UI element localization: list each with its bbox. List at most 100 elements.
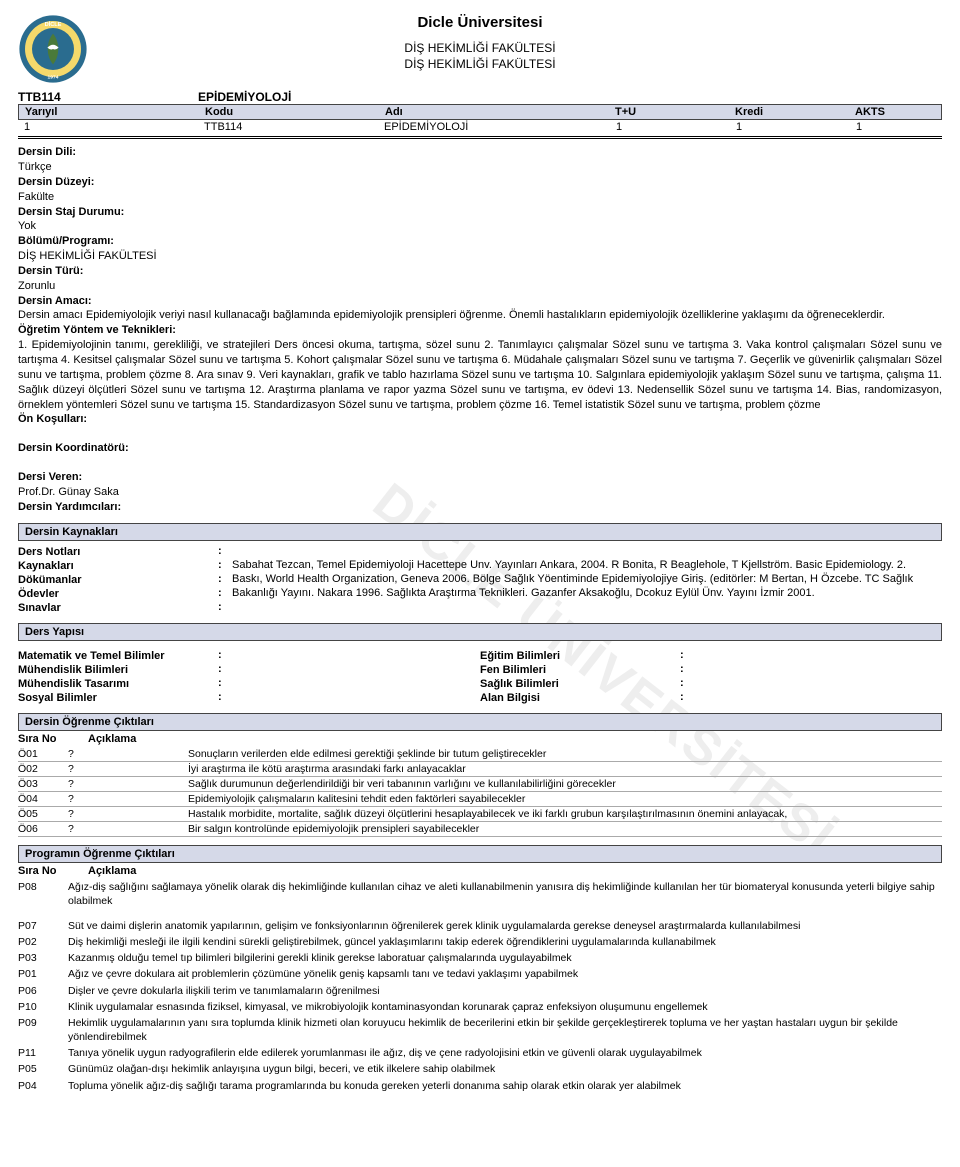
ogrenme-q: ?: [68, 778, 188, 790]
yapisi-val: [694, 663, 942, 677]
val-kodu: TTB114: [204, 121, 384, 133]
university-name: Dicle Üniversitesi: [18, 14, 942, 31]
yapisi-key: Matematik ve Temel Bilimler: [18, 649, 218, 663]
col-adi: Adı: [385, 106, 615, 118]
ogrenme-row: Ö06?Bir salgın kontrolünde epidemiyoloji…: [18, 822, 942, 837]
label-turu: Dersin Türü:: [18, 265, 83, 277]
program-no: P06: [18, 984, 68, 998]
val-akts: 1: [856, 121, 936, 133]
kaynak-row: Sınavlar:: [18, 601, 942, 615]
label-veren: Dersi Veren:: [18, 471, 82, 483]
yapisi-row: Eğitim Bilimleri:: [480, 649, 942, 663]
program-desc: Dişler ve çevre dokularla ilişkili terim…: [68, 984, 942, 998]
val-duzeyi: Fakülte: [18, 190, 942, 205]
program-no: P09: [18, 1016, 68, 1044]
col-tu: T+U: [615, 106, 735, 118]
val-adi: EPİDEMİYOLOJİ: [384, 121, 616, 133]
course-row: 1 TTB114 EPİDEMİYOLOJİ 1 1 1: [18, 120, 942, 134]
program-row: P10Klinik uygulamalar esnasında fiziksel…: [18, 999, 942, 1015]
program-row: P11Tanıya yönelik uygun radyografilerin …: [18, 1045, 942, 1061]
program-no: P02: [18, 935, 68, 949]
colon: :: [218, 601, 232, 615]
ogrenme-desc: Sağlık durumunun değerlendirildiği bir v…: [188, 778, 942, 790]
ogrenme-no: Ö05: [18, 808, 68, 820]
ogrenme-q: ?: [68, 748, 188, 760]
ogrenme-no: Ö01: [18, 748, 68, 760]
label-duzeyi: Dersin Düzeyi:: [18, 176, 94, 188]
colon: :: [680, 677, 694, 691]
faculty-line-2: DİŞ HEKİMLİĞİ FAKÜLTESİ: [18, 57, 942, 73]
yapisi-row: Alan Bilgisi:: [480, 691, 942, 705]
svg-text:1974: 1974: [48, 74, 59, 80]
val-yariyil: 1: [24, 121, 204, 133]
val-turu: Zorunlu: [18, 279, 942, 294]
ogrenme-desc: İyi araştırma ile kötü araştırma arasınd…: [188, 763, 942, 775]
label-yardimci: Dersin Yardımcıları:: [18, 501, 121, 513]
program-col-no: Sıra No: [18, 865, 88, 877]
program-desc: Ağız-diş sağlığını sağlamaya yönelik ola…: [68, 880, 942, 908]
program-row: P01Ağız ve çevre dokulara ait problemler…: [18, 966, 942, 982]
kaynak-val: Bakanlığı Yayını. Nakara 1996. Sağlıkta …: [232, 587, 942, 601]
yapisi-row: Mühendislik Bilimleri:: [18, 663, 480, 677]
ogrenme-no: Ö02: [18, 763, 68, 775]
program-desc: Ağız ve çevre dokulara ait problemlerin …: [68, 967, 942, 981]
program-row: P08Ağız-diş sağlığını sağlamaya yönelik …: [18, 879, 942, 918]
ogrenme-no: Ö03: [18, 778, 68, 790]
program-no: P11: [18, 1046, 68, 1060]
ogrenme-q: ?: [68, 808, 188, 820]
ogrenme-row: Ö05?Hastalık morbidite, mortalite, sağlı…: [18, 807, 942, 822]
ogrenme-q: ?: [68, 793, 188, 805]
kaynak-row: Dökümanlar:Baskı, World Health Organizat…: [18, 573, 942, 587]
colon: :: [218, 649, 232, 663]
page-header: DİCLE 1974 Dicle Üniversitesi DİŞ HEKİML…: [18, 14, 942, 72]
label-staj: Dersin Staj Durumu:: [18, 206, 124, 218]
kaynak-val: [232, 601, 942, 615]
val-veren: Prof.Dr. Günay Saka: [18, 485, 942, 500]
program-no: P03: [18, 951, 68, 965]
university-logo: DİCLE 1974: [18, 14, 88, 87]
program-desc: Diş hekimliği mesleği ile ilgili kendini…: [68, 935, 942, 949]
ogrenme-no: Ö04: [18, 793, 68, 805]
ogrenme-desc: Sonuçların verilerden elde edilmesi gere…: [188, 748, 942, 760]
yapisi-row: Sosyal Bilimler:: [18, 691, 480, 705]
label-yontem: Öğretim Yöntem ve Teknikleri:: [18, 324, 176, 336]
col-akts: AKTS: [855, 106, 935, 118]
yapisi-row: Fen Bilimleri:: [480, 663, 942, 677]
program-row: P06Dişler ve çevre dokularla ilişkili te…: [18, 983, 942, 999]
colon: :: [218, 691, 232, 705]
kaynak-key: Sınavlar: [18, 601, 218, 615]
val-yontem: 1. Epidemiyolojinin tanımı, gerekliliği,…: [18, 338, 942, 412]
kaynak-row: Ders Notları:: [18, 545, 942, 559]
ogrenme-desc: Bir salgın kontrolünde epidemiyolojik pr…: [188, 823, 942, 835]
ogrenme-header: Sıra No Açıklama: [18, 731, 942, 747]
ogrenme-col-desc: Açıklama: [88, 733, 936, 745]
program-no: P08: [18, 880, 68, 908]
program-no: P01: [18, 967, 68, 981]
colon: :: [680, 649, 694, 663]
colon: :: [218, 559, 232, 573]
yapisi-row: Matematik ve Temel Bilimler:: [18, 649, 480, 663]
val-dili: Türkçe: [18, 160, 942, 175]
program-desc: Günümüz olağan-dışı hekimlik anlayışına …: [68, 1062, 942, 1076]
program-desc: Süt ve daimi dişlerin anatomik yapıların…: [68, 919, 942, 933]
yapisi-grid: Matematik ve Temel Bilimler:Mühendislik …: [18, 645, 942, 705]
kaynak-row: Ödevler:Bakanlığı Yayını. Nakara 1996. S…: [18, 587, 942, 601]
course-title-row: TTB114 EPİDEMİYOLOJİ: [18, 90, 942, 104]
section-ogrenme: Dersin Öğrenme Çıktıları: [18, 713, 942, 731]
section-program: Programın Öğrenme Çıktıları: [18, 845, 942, 863]
program-desc: Klinik uygulamalar esnasında fiziksel, k…: [68, 1000, 942, 1014]
kaynaklar-table: Ders Notları:Kaynakları:Sabahat Tezcan, …: [18, 545, 942, 615]
yapisi-key: Sağlık Bilimleri: [480, 677, 680, 691]
yapisi-val: [232, 649, 480, 663]
yapisi-key: Sosyal Bilimler: [18, 691, 218, 705]
course-info-block: Dersin Dili: Türkçe Dersin Düzeyi: Fakül…: [18, 145, 942, 514]
yapisi-key: Fen Bilimleri: [480, 663, 680, 677]
col-kodu: Kodu: [205, 106, 385, 118]
yapisi-val: [232, 691, 480, 705]
colon: :: [218, 573, 232, 587]
program-row: P07Süt ve daimi dişlerin anatomik yapıla…: [18, 918, 942, 934]
yapisi-row: Sağlık Bilimleri:: [480, 677, 942, 691]
colon: :: [218, 677, 232, 691]
ogrenme-row: Ö02?İyi araştırma ile kötü araştırma ara…: [18, 762, 942, 777]
yapisi-val: [694, 649, 942, 663]
